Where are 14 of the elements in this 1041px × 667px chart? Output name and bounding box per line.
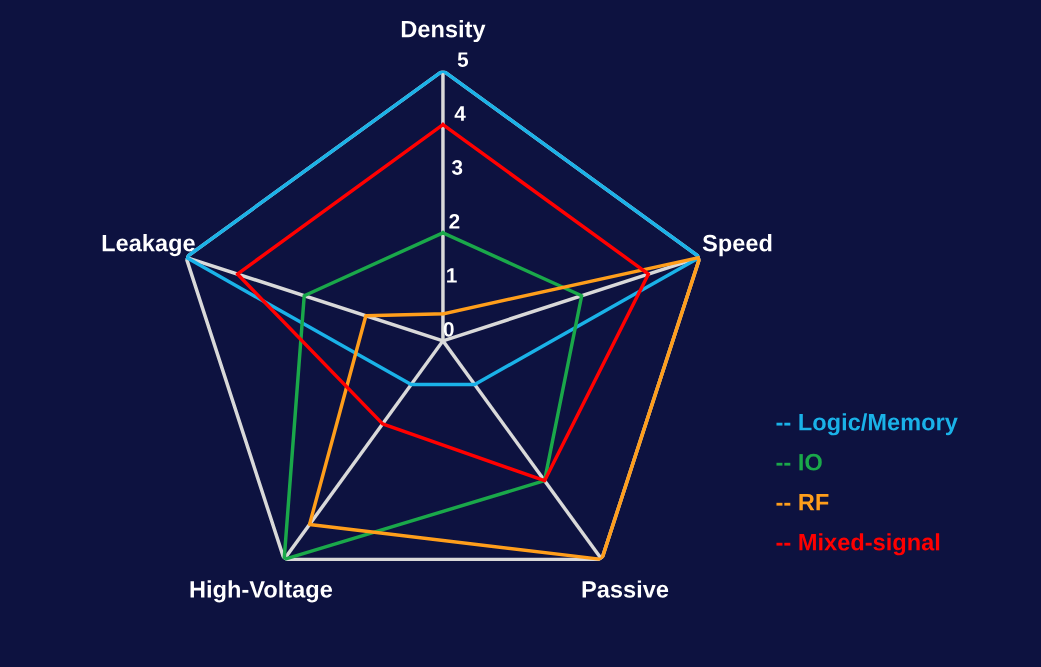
spoke-label: Passive (582, 580, 669, 598)
y-tick-label: 1 (447, 268, 457, 283)
text: -- IO (776, 453, 822, 471)
spoke-label: Speed (702, 234, 772, 257)
spoke-label: Leakage (102, 234, 195, 257)
text: -- Logic/Memory (776, 413, 958, 436)
spoke-label: High-Voltage (190, 580, 333, 603)
text: -- RF (776, 494, 829, 511)
y-tick-label: 2 (449, 214, 460, 229)
y-tick-label: 3 (451, 160, 463, 175)
y-tick-label: 4 (454, 106, 466, 121)
spoke-label: Density (401, 20, 486, 43)
text: -- Mixed-signal (776, 533, 940, 556)
y-tick-label: 5 (457, 52, 469, 67)
